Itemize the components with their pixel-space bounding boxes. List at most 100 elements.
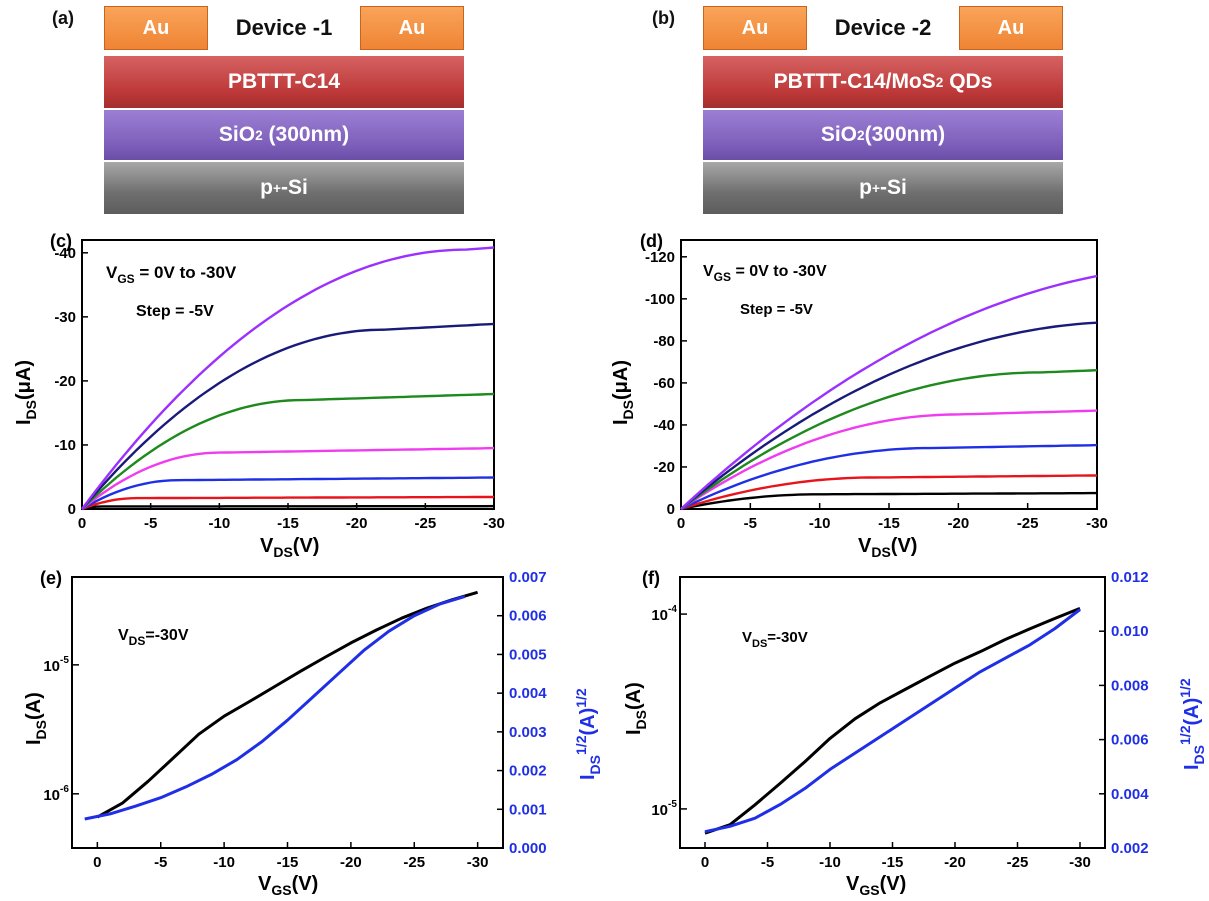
transfer-curve-log (96, 590, 479, 819)
sio2-layer: SiO 2 (300nm) (703, 110, 1063, 160)
y-right-tick-label: 0.005 (509, 646, 547, 663)
x-tick-label: -5 (761, 854, 774, 871)
x-tick-label: -10 (809, 515, 831, 532)
x-tick-label: -20 (346, 515, 368, 532)
x-axis-label: VDS(V) (260, 535, 319, 560)
sio2-subscript: 2 (857, 127, 865, 143)
y-right-tick-label: 0.006 (1111, 732, 1149, 749)
output-curve (680, 274, 1098, 510)
output-curve (680, 491, 1097, 511)
au-contact-left: Au (104, 6, 208, 50)
x-tick-label: 0 (677, 515, 685, 532)
x-tick-label: -25 (1017, 515, 1039, 532)
output-curve (680, 443, 1098, 511)
y-tick-label: 0 (68, 501, 76, 518)
sio2-subscript: 2 (255, 127, 263, 143)
y-right-tick-label: 0.002 (1111, 840, 1149, 857)
mos2-subscript: 2 (935, 74, 944, 90)
y-tick-label: -40 (653, 417, 675, 434)
x-tick-label: -30 (1086, 515, 1108, 532)
output-curve (81, 322, 495, 510)
y-right-tick-label: 0.010 (1111, 623, 1149, 640)
y-right-tick-label: 0.008 (1111, 677, 1149, 694)
p-si-text: p (260, 176, 273, 199)
device-2-stack: Au Device -2 Au PBTTT-C14/MoS 2 QDs SiO 2(… (703, 6, 1063, 216)
output-chart-d: 0 -5 -10 -15 -20 -25 -30 0 -20 -40 -60 -80 -100 -120 (645, 239, 1108, 532)
y-right-tick-label: 0.007 (509, 569, 547, 586)
y2-axis-label: IDS1/2(A)1/2 (573, 688, 603, 780)
y-right-tick-label: 0.004 (1111, 786, 1149, 803)
x-tick-label: -15 (878, 515, 900, 532)
panel-label-f: (f) (642, 568, 660, 588)
x-tick-label: -5 (144, 515, 157, 532)
device-1-stack: Au Device -1 Au PBTTT-C14 SiO 2 (300nm) p… (104, 6, 464, 216)
y-tick-label: -60 (653, 375, 675, 392)
y-right-tick-label: 0.012 (1111, 569, 1149, 586)
y-left-tick-label: 10 (43, 658, 60, 675)
y-axis-label: IDS(A) (23, 692, 49, 745)
y-left-tick-exponent: -4 (668, 604, 677, 615)
y-axis-label: IDS(μA) (610, 360, 636, 425)
x-tick-label: 0 (701, 854, 709, 871)
sio2-thickness: (300nm) (262, 123, 350, 146)
x-tick-label: -20 (340, 854, 362, 871)
x-axis-label: VGS(V) (846, 873, 906, 898)
y-tick-label: -80 (653, 333, 675, 350)
y-left-tick-label: 10 (651, 607, 668, 624)
output-curve (680, 409, 1098, 510)
device-1-title: Device -1 (235, 15, 333, 40)
output-curve (81, 495, 494, 511)
p-si-layer: p + -Si (703, 162, 1063, 214)
y-tick-label: 0 (667, 501, 675, 518)
x-axis-label: VGS(V) (258, 873, 318, 898)
output-curve (81, 392, 495, 510)
p-si-rest: -Si (879, 176, 907, 199)
qds-text: QDs (943, 70, 993, 93)
x-tick-label: -30 (483, 515, 505, 532)
output-curve (680, 321, 1098, 510)
annotation-step: Step = -5V (136, 303, 214, 320)
y-left-tick-label: 10 (651, 802, 668, 819)
annotation-vgs-range: VGS = 0V to -30V (703, 263, 827, 284)
y-axis-label: IDS(μA) (13, 360, 39, 425)
x-tick-label: -5 (744, 515, 757, 532)
y-right-tick-label: 0.004 (509, 685, 547, 702)
x-tick-label: -25 (403, 854, 425, 871)
transfer-curve-log (704, 607, 1081, 835)
x-tick-label: 0 (93, 854, 101, 871)
output-chart-c: 0 -5 -10 -15 -20 -25 -30 0 -10 -20 -30 -40 (54, 239, 505, 532)
transfer-curve-sqrt (84, 594, 466, 821)
x-tick-label: -15 (277, 515, 299, 532)
y-tick-label: -10 (54, 437, 76, 454)
annotation-vds: VDS=-30V (118, 627, 189, 648)
sio2-text: SiO (218, 123, 256, 146)
pbttt-mos2-layer: PBTTT-C14/MoS 2 QDs (703, 56, 1063, 108)
y-right-tick-label: 0.002 (509, 763, 547, 780)
x-tick-label: -10 (213, 854, 235, 871)
y-left-tick-exponent: -5 (668, 799, 677, 810)
y-right-tick-label: 0.003 (509, 724, 547, 741)
output-curve (81, 246, 495, 510)
output-curve (81, 476, 495, 511)
x-tick-label: -20 (947, 515, 969, 532)
sio2-layer: SiO 2 (300nm) (104, 110, 464, 160)
annotation-vgs-range: VGS = 0V to -30V (106, 263, 237, 286)
p-si-layer: p + -Si (104, 162, 464, 214)
p-si-rest: -Si (280, 176, 308, 199)
x-tick-label: -30 (1069, 854, 1091, 871)
sio2-text: SiO (820, 123, 858, 146)
y2-axis-label: IDS1/2(A)1/2 (1177, 678, 1207, 770)
y-tick-label: -100 (645, 291, 675, 308)
x-tick-label: -15 (882, 854, 904, 871)
y-tick-label: -30 (54, 309, 76, 326)
au-contact-left: Au (703, 6, 807, 50)
p-si-sup: + (273, 180, 281, 196)
output-curve (81, 504, 495, 511)
transfer-curve-sqrt (704, 608, 1081, 834)
panel-label-a: (a) (52, 8, 74, 28)
device-2-title: Device -2 (834, 15, 932, 40)
pbttt-mos2-text: PBTTT-C14/MoS (773, 70, 936, 93)
plot-frame (679, 576, 1106, 849)
